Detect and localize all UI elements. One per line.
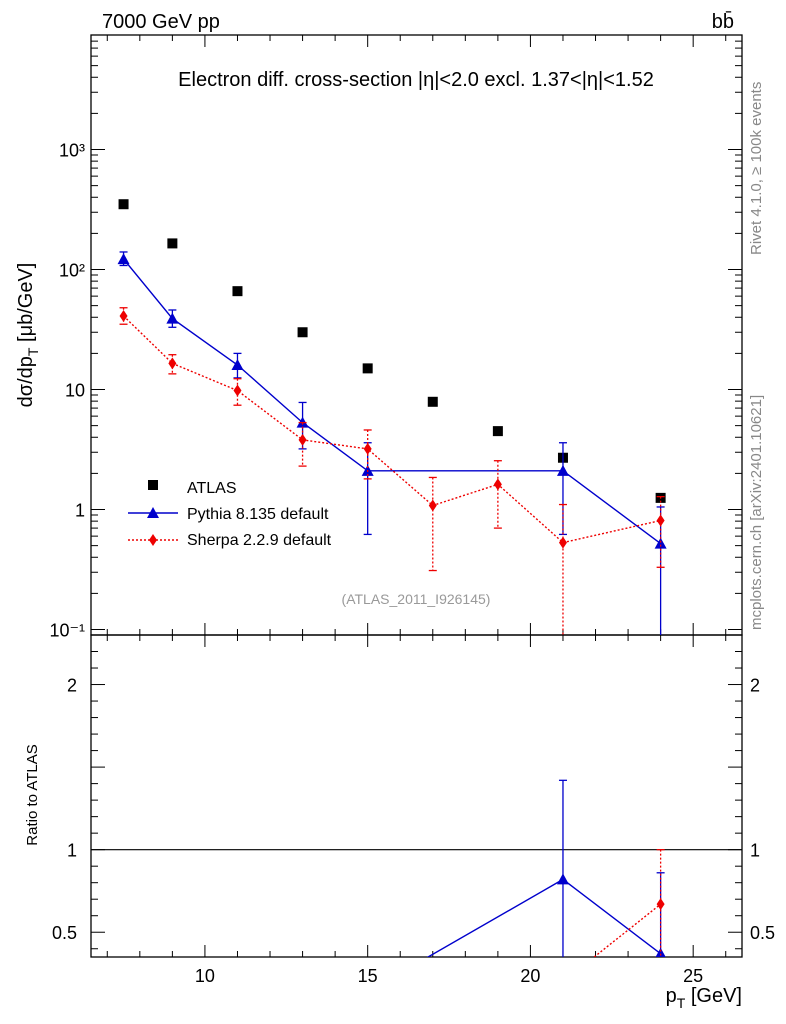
- legend: ATLAS Pythia 8.135 default Sherpa 2.2.9 …: [128, 480, 332, 549]
- ratio-y-tick-label: 1: [67, 841, 77, 861]
- pythia-point: [166, 312, 179, 324]
- sherpa-point: [119, 309, 128, 322]
- sherpa-point: [493, 478, 502, 491]
- atlas-point: [232, 286, 243, 297]
- main-y-axis-title: dσ/dpT [μb/GeV]: [15, 263, 41, 408]
- sherpa-point: [656, 514, 665, 527]
- ratio-y-tick-label-right: 2: [750, 676, 760, 696]
- pythia-point: [117, 253, 130, 265]
- sherpa-point: [558, 536, 567, 549]
- energy-label: 7000 GeV pp: [102, 11, 220, 33]
- x-tick-label: 20: [520, 966, 540, 986]
- legend-atlas-marker: [148, 480, 158, 490]
- sherpa-point: [168, 357, 177, 370]
- sherpa-point: [298, 433, 307, 446]
- x-axis-title: pT [GeV]: [666, 985, 742, 1011]
- legend-pythia-marker: [147, 507, 159, 518]
- legend-atlas-label: ATLAS: [187, 480, 237, 497]
- process-label: bb̄: [712, 10, 734, 33]
- atlas-point: [118, 199, 129, 210]
- rivet-version-label: Rivet 4.1.0, ≥ 100k events: [748, 82, 765, 255]
- pythia-point: [556, 464, 569, 476]
- ratio-y-tick-label: 2: [67, 676, 77, 696]
- pythia-line: [123, 258, 662, 545]
- sherpa-point: [363, 442, 372, 455]
- sherpa-point: [428, 499, 437, 512]
- pythia-point: [654, 537, 667, 549]
- main-y-tick-label: 10³: [59, 141, 85, 161]
- sherpa-point: [233, 384, 242, 397]
- legend-sherpa-label: Sherpa 2.2.9 default: [187, 532, 332, 549]
- ratio-y-axis-title: Ratio to ATLAS: [24, 744, 41, 845]
- pythia-ratio-point: [556, 873, 569, 885]
- main-y-tick-label: 10²: [59, 261, 85, 281]
- pythia-ratio-line: [426, 878, 662, 957]
- atlas-point: [362, 363, 373, 374]
- main-y-tick-label: 10⁻¹: [49, 621, 85, 641]
- mcplots-label: mcplots.cern.ch [arXiv:2401.10621]: [748, 395, 765, 630]
- x-tick-label: 10: [195, 966, 215, 986]
- atlas-point: [167, 238, 178, 249]
- sherpa-ratio-point: [656, 898, 665, 911]
- main-y-tick-label: 1: [75, 501, 85, 521]
- axis-ticks: [91, 34, 742, 957]
- legend-sherpa-marker: [149, 534, 157, 546]
- main-y-tick-label: 10: [65, 381, 85, 401]
- ratio-y-tick-label-right: 0.5: [750, 923, 775, 943]
- ratio-y-tick-label: 0.5: [52, 923, 77, 943]
- analysis-id: (ATLAS_2011_I926145): [342, 591, 491, 607]
- pythia-ratio-point: [655, 947, 666, 957]
- main-plot-area: [117, 199, 667, 635]
- ratio-plot-area: [91, 779, 742, 957]
- atlas-point: [297, 327, 308, 338]
- ratio-panel-frame: [90, 634, 743, 958]
- legend-pythia-label: Pythia 8.135 default: [187, 506, 329, 523]
- axis-tick-labels: 10 15 20 25 10⁻¹ 1 10 10² 10³ 0.5 0.5 1 1 2 2: [49, 141, 775, 986]
- pythia-point: [231, 359, 244, 371]
- plot-title: Electron diff. cross-section |η|<2.0 exc…: [178, 69, 654, 91]
- x-tick-label: 25: [683, 966, 703, 986]
- x-tick-label: 15: [358, 966, 378, 986]
- atlas-point: [427, 396, 438, 407]
- ratio-y-tick-label-right: 1: [750, 841, 760, 861]
- atlas-point: [492, 426, 503, 437]
